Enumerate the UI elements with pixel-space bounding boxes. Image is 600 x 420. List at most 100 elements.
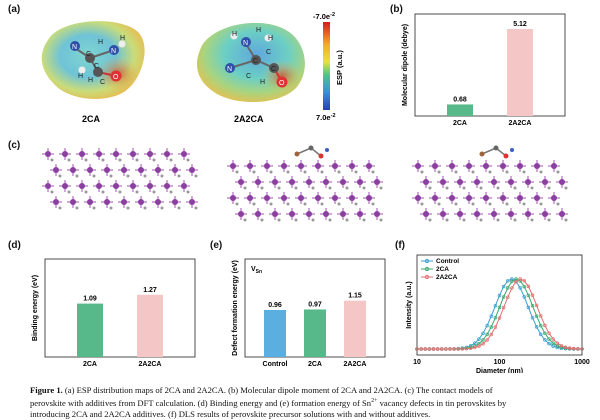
cation-atom	[160, 206, 164, 210]
caption-sup: 2+	[371, 398, 378, 404]
atom-label: C	[94, 63, 99, 70]
cation-atom	[126, 206, 130, 210]
molecule-bond	[296, 147, 312, 155]
cation-atom	[437, 170, 441, 174]
cation-atom	[92, 206, 96, 210]
data-point	[534, 303, 539, 308]
data-point	[493, 316, 498, 320]
iodide-atom	[332, 195, 338, 201]
cation-atom	[58, 174, 62, 178]
atom-label: C	[100, 79, 105, 86]
cation-atom	[152, 158, 156, 162]
cation-atom	[337, 170, 341, 174]
iodide-atom	[542, 211, 548, 217]
atom-label: O	[113, 74, 119, 81]
binding-energy-chart: 1.09 2CA 1.27 2A2CA Binding energy (eV)	[32, 258, 196, 368]
legend-label: 2CA	[436, 266, 449, 273]
cation-atom	[109, 206, 113, 210]
data-point	[526, 293, 531, 298]
cation-atom	[547, 218, 551, 222]
plot-frame	[414, 13, 566, 117]
bar	[447, 104, 473, 116]
iodide-atom	[340, 211, 346, 217]
iodide-atom	[517, 195, 523, 201]
data-point	[534, 325, 539, 329]
iodide-atom	[113, 183, 119, 189]
cation-atom	[303, 202, 307, 206]
y-axis-label: Binding energy (eV)	[32, 275, 39, 341]
cation-atom	[118, 190, 122, 194]
cation-atom	[462, 218, 466, 222]
cation-atom	[320, 170, 324, 174]
y-axis-label: Defect formation energy (eV)	[232, 260, 239, 356]
cation-atom	[269, 170, 273, 174]
cation-atom	[260, 218, 264, 222]
atom-label: C	[266, 49, 271, 56]
iodide-atom	[559, 211, 565, 217]
cation-atom	[252, 202, 256, 206]
cation-atom	[152, 190, 156, 194]
iodide-atom	[298, 163, 304, 169]
iodide-atom	[449, 163, 455, 169]
iodide-atom	[366, 163, 372, 169]
cation-atom	[160, 174, 164, 178]
iodide-atom	[53, 167, 59, 173]
cation-atom	[186, 190, 190, 194]
cation-atom	[328, 218, 332, 222]
cation-atom	[75, 206, 79, 210]
molecule-atom	[318, 153, 324, 159]
data-point	[427, 347, 432, 351]
data-point	[444, 347, 448, 351]
cation-atom	[328, 186, 332, 190]
data-point	[530, 315, 535, 320]
molecule-bond	[481, 147, 497, 155]
iodide-atom	[289, 211, 295, 217]
cation-atom	[445, 186, 449, 190]
iodide-atom	[79, 151, 85, 157]
data-point	[477, 341, 481, 346]
iodide-atom	[315, 163, 321, 169]
bar-value-label: 0.96	[268, 302, 282, 309]
panel-f-label: (f)	[395, 240, 405, 251]
iodide-atom	[483, 195, 489, 201]
cation-atom	[277, 218, 281, 222]
bar-value-label: 1.27	[143, 287, 157, 294]
cation-atom	[320, 202, 324, 206]
iodide-atom	[457, 179, 463, 185]
caption-fig-label: Figure 1.	[30, 385, 63, 395]
molecule-atom	[479, 151, 485, 157]
iodide-atom	[315, 195, 321, 201]
cation-atom	[522, 170, 526, 174]
iodide-atom	[62, 183, 68, 189]
data-point	[448, 347, 452, 351]
molecule-label: 2CA	[82, 114, 101, 124]
cation-atom	[243, 186, 247, 190]
iodide-atom	[121, 167, 127, 173]
cation-atom	[420, 170, 424, 174]
iodide-atom	[272, 211, 278, 217]
bar	[344, 300, 366, 357]
cation-atom	[471, 170, 475, 174]
cation-atom	[50, 158, 54, 162]
data-point	[547, 331, 551, 335]
data-point	[543, 331, 547, 336]
cation-atom	[269, 202, 273, 206]
atom-label: C	[86, 51, 91, 58]
colorbar-axis-label: ESP (a.u.)	[335, 50, 344, 85]
iodide-atom	[264, 195, 270, 201]
caption-line: introducing 2CA and 2A2CA additives. (f)…	[30, 408, 431, 419]
cation-atom	[479, 186, 483, 190]
data-point	[419, 347, 423, 351]
cation-atom	[371, 170, 375, 174]
data-point	[547, 337, 551, 341]
data-point	[530, 303, 535, 308]
iodide-atom	[374, 179, 380, 185]
dipole-chart: 0.68 2CA 5.12 2A2CA Molecular dipole (debye)	[402, 13, 566, 127]
data-point	[530, 293, 535, 297]
cation-atom	[354, 170, 358, 174]
iodide-atom	[172, 199, 178, 205]
iodide-atom	[349, 163, 355, 169]
iodide-atom	[272, 179, 278, 185]
atom-label: C	[246, 73, 251, 80]
